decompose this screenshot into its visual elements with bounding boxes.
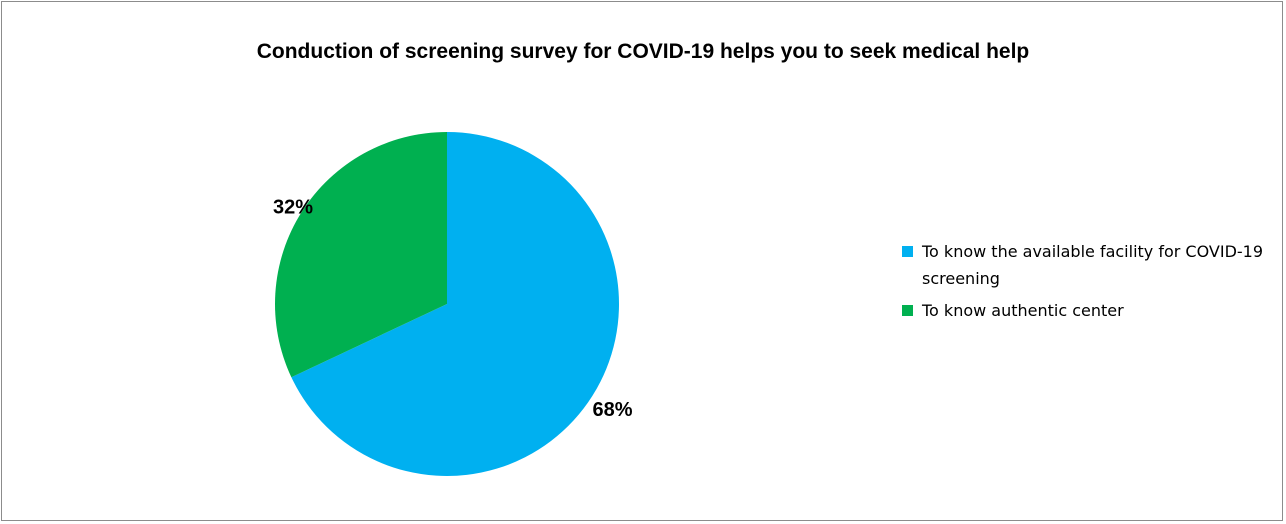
pie-slice-available-facility <box>291 132 619 476</box>
legend-item-authentic-center: To know authentic center <box>902 297 1272 324</box>
pie-slice-authentic-center <box>274 132 447 378</box>
legend-swatch-authentic-center <box>902 305 913 316</box>
data-label-authentic-center: 32% <box>273 196 313 218</box>
chart-title: Conduction of screening survey for COVID… <box>256 40 1030 63</box>
legend-label-available-facility: To know the available facility for COVID… <box>922 242 1264 288</box>
data-label-available-facility: 68% <box>593 399 633 421</box>
legend-swatch-available-facility <box>902 246 913 257</box>
legend-label-authentic-center: To know authentic center <box>922 301 1124 320</box>
legend: To know the available facility for COVID… <box>902 238 1272 329</box>
legend-item-available-facility: To know the available facility for COVID… <box>902 238 1272 292</box>
